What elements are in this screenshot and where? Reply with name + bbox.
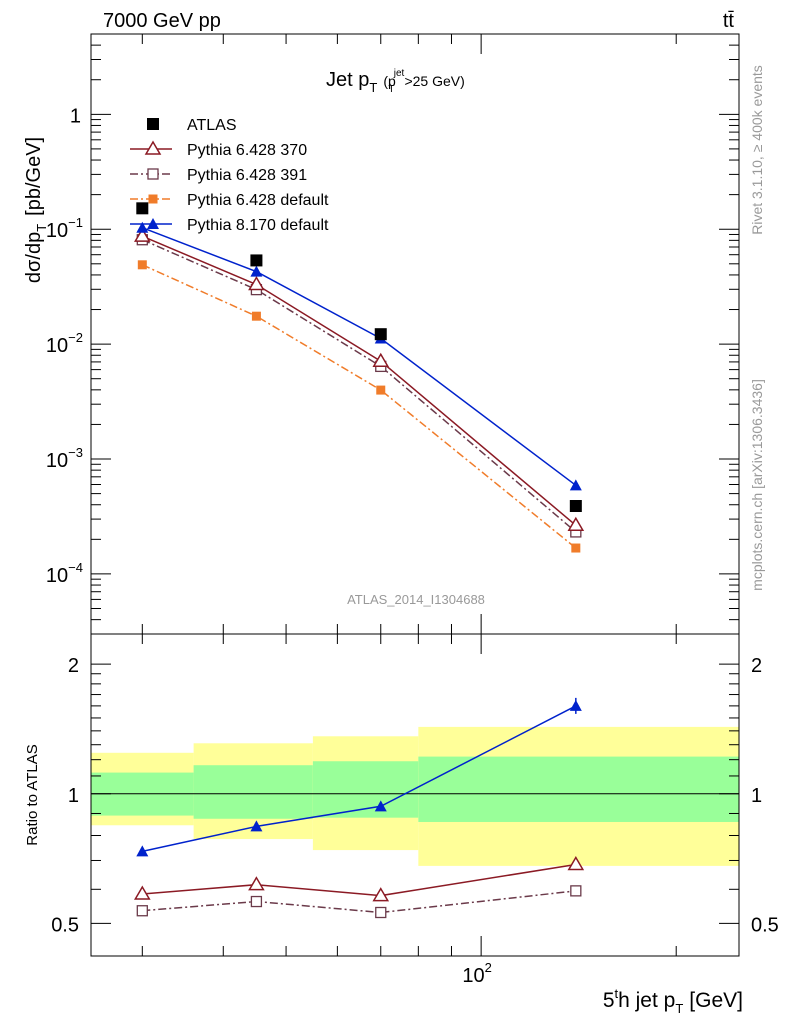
- pydefault-line: [141, 264, 577, 549]
- py370-point-3: [567, 516, 585, 532]
- main-y-axis-label: dσ/dpT[pb/GeV]: [23, 137, 49, 283]
- legend-marker-py8: [147, 218, 159, 229]
- py8-point-0: [136, 221, 149, 233]
- py391-point-1: [250, 895, 263, 908]
- main-y-tick-label-4: 10−4: [46, 560, 83, 587]
- main-y-tick-label-0: 1: [70, 105, 81, 127]
- mcplots-source-label: mcplots.cern.ch [arXiv:1306.3436]: [749, 379, 765, 591]
- py391-point-2: [375, 906, 387, 919]
- pydefault-point-1: [252, 997, 261, 1006]
- ratio-panel-frame: [90, 633, 740, 957]
- py391-line: [142, 890, 576, 914]
- py370-point-1: [248, 876, 265, 891]
- pydefault-point-1: [251, 311, 261, 321]
- py370-point-0: [134, 885, 151, 900]
- main-y-tick-label-2: 10−2: [46, 330, 83, 357]
- py370-line: [142, 235, 577, 526]
- py370-point-1: [248, 276, 265, 291]
- pydefault-point-3: [571, 968, 580, 977]
- py8-point-1: [250, 265, 263, 277]
- x-tick-label-0: 102: [462, 960, 491, 987]
- py8-line: [142, 227, 577, 486]
- ratio-panel-series: [134, 697, 585, 1010]
- atlas-point-1: [250, 254, 263, 267]
- ratio-y-tick-label-right-1: 1: [751, 785, 762, 807]
- inner-band-3: [418, 756, 739, 822]
- legend-marker-pydefault: [148, 194, 158, 204]
- axis-ticks: [91, 33, 739, 956]
- pydefault-point-0: [137, 260, 147, 270]
- legend-label-py370: Pythia 6.428 370: [187, 142, 307, 159]
- atlas-point-3: [569, 500, 582, 513]
- py370-point-2: [372, 887, 390, 902]
- pydefault-line: [142, 972, 576, 1005]
- py370-point-0: [134, 227, 151, 242]
- py391-point-0: [136, 905, 148, 917]
- ratio-y-tick-label-left-1: 1: [68, 785, 79, 807]
- pydefault-point-0: [138, 1001, 147, 1010]
- main-panel-series: [134, 202, 585, 553]
- pydefault-point-2: [376, 999, 385, 1008]
- py8-point-2: [374, 800, 387, 812]
- atlas-point-2: [374, 328, 387, 341]
- legend-label-py8: Pythia 8.170 default: [187, 217, 329, 234]
- ratio-y-axis-label: Ratio to ATLAS: [24, 744, 41, 845]
- py8-point-0: [136, 845, 149, 857]
- py391-line: [141, 239, 577, 533]
- rivet-version-label: Rivet 3.1.10, ≥ 400k events: [749, 65, 765, 235]
- inner-band-1: [193, 765, 313, 819]
- legend-label-pydefault: Pythia 6.428 default: [187, 192, 329, 209]
- axis-tick-labels: 1 10−1 10−2 10−3 10−4 2 2 1 1 0.5 0.5 102: [46, 105, 779, 987]
- py370-point-3: [567, 856, 585, 871]
- ratio-y-tick-label-left-2: 0.5: [51, 914, 79, 936]
- py8-point-1: [250, 820, 263, 832]
- energy-label: 7000 GeV pp: [103, 10, 221, 32]
- x-axis-label: 5th jet pT [GeV]: [603, 986, 743, 1016]
- py8-point-3: [569, 479, 582, 491]
- py8-line: [142, 705, 577, 853]
- ratio-y-tick-label-right-0: 2: [751, 655, 762, 677]
- ratio-y-tick-label-left-0: 2: [68, 655, 79, 677]
- legend: ATLAS Pythia 6.428 370 Pythia 6.428 391 Pyt…: [130, 117, 329, 234]
- main-y-tick-label-1: 10−1: [46, 215, 83, 242]
- process-label: tt̄: [723, 10, 735, 32]
- ratio-uncertainty-bands: [91, 726, 739, 866]
- py370-point-2: [372, 352, 390, 367]
- ratio-y-tick-label-right-2: 0.5: [751, 914, 779, 936]
- legend-marker-atlas: [147, 118, 159, 130]
- legend-marker-py370: [144, 140, 162, 155]
- legend-marker-py391: [147, 168, 159, 180]
- analysis-watermark: ATLAS_2014_I1304688: [347, 592, 485, 607]
- legend-label-atlas: ATLAS: [187, 117, 237, 134]
- legend-label-py391: Pythia 6.428 391: [187, 167, 307, 184]
- pydefault-point-3: [571, 543, 581, 553]
- chart-title: Jet pT (pjet T>25 GeV): [326, 68, 465, 95]
- atlas-point-0: [136, 202, 149, 215]
- py370-line: [142, 863, 576, 897]
- pydefault-point-2: [376, 385, 386, 395]
- py391-point-3: [570, 885, 582, 897]
- main-y-tick-label-3: 10−3: [46, 445, 83, 472]
